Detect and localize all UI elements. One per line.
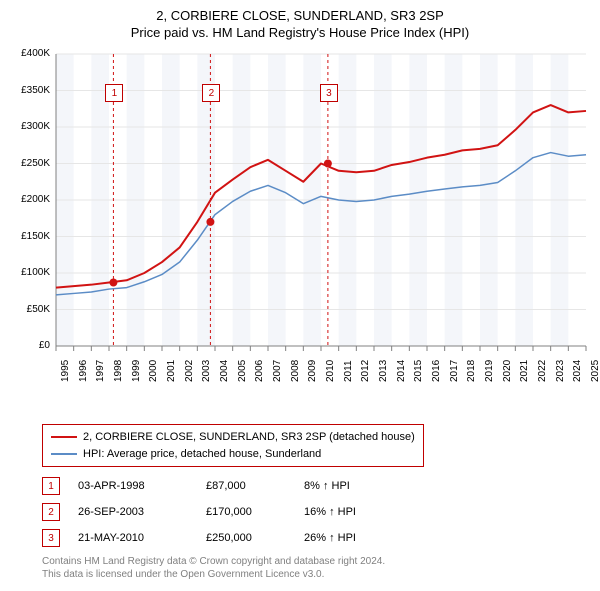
x-tick-label: 1999 [131, 360, 142, 382]
event-row: 2 26-SEP-2003 £170,000 16% ↑ HPI [42, 503, 590, 521]
price-marker-dot [109, 278, 117, 286]
x-tick-label: 1995 [60, 360, 71, 382]
line-chart: £0 £50K £100K £150K £200K £250K £300K £350K £400… [10, 46, 590, 416]
x-tick-label: 2017 [449, 360, 460, 382]
y-tick-label: £50K [10, 304, 50, 315]
legend-swatch [51, 453, 77, 455]
footer-line-1: Contains HM Land Registry data © Crown c… [42, 555, 590, 568]
y-tick-label: £350K [10, 85, 50, 96]
title-address: 2, CORBIERE CLOSE, SUNDERLAND, SR3 2SP [10, 8, 590, 23]
event-pct: 26% ↑ HPI [304, 532, 394, 544]
event-row: 1 03-APR-1998 £87,000 8% ↑ HPI [42, 477, 590, 495]
chart-marker-badge: 1 [105, 84, 123, 102]
legend-item: HPI: Average price, detached house, Sund… [51, 446, 415, 463]
footer: Contains HM Land Registry data © Crown c… [42, 555, 590, 581]
x-tick-label: 1998 [113, 360, 124, 382]
event-date: 21-MAY-2010 [78, 532, 188, 544]
legend-label: HPI: Average price, detached house, Sund… [83, 446, 321, 463]
x-tick-label: 2020 [502, 360, 513, 382]
event-badge: 2 [42, 503, 60, 521]
x-tick-label: 2015 [413, 360, 424, 382]
x-tick-label: 2006 [254, 360, 265, 382]
x-tick-label: 2004 [219, 360, 230, 382]
x-tick-label: 2025 [590, 360, 600, 382]
x-tick-label: 2001 [166, 360, 177, 382]
x-tick-label: 2016 [431, 360, 442, 382]
price-marker-dot [206, 218, 214, 226]
x-tick-label: 1997 [95, 360, 106, 382]
y-tick-label: £150K [10, 231, 50, 242]
x-tick-label: 2002 [184, 360, 195, 382]
event-date: 26-SEP-2003 [78, 506, 188, 518]
event-badge: 1 [42, 477, 60, 495]
chart-marker-badge: 3 [320, 84, 338, 102]
x-tick-label: 2024 [572, 360, 583, 382]
y-tick-label: £300K [10, 121, 50, 132]
x-tick-label: 2007 [272, 360, 283, 382]
x-tick-label: 2000 [148, 360, 159, 382]
legend: 2, CORBIERE CLOSE, SUNDERLAND, SR3 2SP (… [42, 424, 424, 467]
price-marker-dot [324, 160, 332, 168]
event-price: £170,000 [206, 506, 286, 518]
legend-item: 2, CORBIERE CLOSE, SUNDERLAND, SR3 2SP (… [51, 429, 415, 446]
event-price: £250,000 [206, 532, 286, 544]
event-price: £87,000 [206, 480, 286, 492]
figure-container: 2, CORBIERE CLOSE, SUNDERLAND, SR3 2SP P… [0, 0, 600, 591]
y-tick-label: £250K [10, 158, 50, 169]
x-tick-label: 2009 [307, 360, 318, 382]
x-tick-label: 2010 [325, 360, 336, 382]
event-pct: 8% ↑ HPI [304, 480, 394, 492]
x-tick-label: 2022 [537, 360, 548, 382]
title-block: 2, CORBIERE CLOSE, SUNDERLAND, SR3 2SP P… [10, 8, 590, 40]
legend-label: 2, CORBIERE CLOSE, SUNDERLAND, SR3 2SP (… [83, 429, 415, 446]
x-tick-label: 2013 [378, 360, 389, 382]
y-tick-label: £400K [10, 48, 50, 59]
y-tick-label: £200K [10, 194, 50, 205]
x-tick-label: 2003 [201, 360, 212, 382]
event-badge: 3 [42, 529, 60, 547]
x-tick-label: 2014 [396, 360, 407, 382]
x-tick-label: 2021 [519, 360, 530, 382]
x-tick-label: 1996 [78, 360, 89, 382]
x-tick-label: 2011 [343, 360, 354, 382]
x-tick-label: 2005 [237, 360, 248, 382]
x-tick-label: 2008 [290, 360, 301, 382]
title-subtitle: Price paid vs. HM Land Registry's House … [10, 25, 590, 40]
y-tick-label: £100K [10, 267, 50, 278]
x-tick-label: 2023 [555, 360, 566, 382]
y-tick-label: £0 [10, 340, 50, 351]
x-tick-label: 2018 [466, 360, 477, 382]
footer-line-2: This data is licensed under the Open Gov… [42, 568, 590, 581]
event-table: 1 03-APR-1998 £87,000 8% ↑ HPI 2 26-SEP-2003 £… [42, 477, 590, 547]
x-tick-label: 2019 [484, 360, 495, 382]
x-tick-label: 2012 [360, 360, 371, 382]
event-pct: 16% ↑ HPI [304, 506, 394, 518]
legend-swatch [51, 436, 77, 438]
chart-marker-badge: 2 [202, 84, 220, 102]
event-date: 03-APR-1998 [78, 480, 188, 492]
event-row: 3 21-MAY-2010 £250,000 26% ↑ HPI [42, 529, 590, 547]
